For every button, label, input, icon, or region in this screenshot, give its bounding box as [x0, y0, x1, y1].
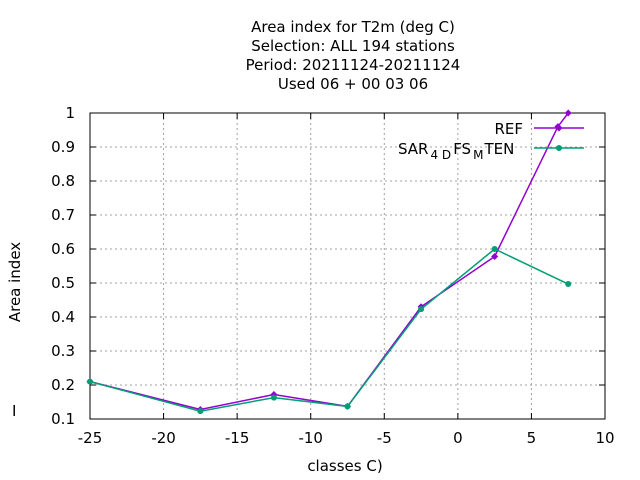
data-point-sar	[197, 408, 204, 415]
y-tick-label: 0.7	[51, 206, 75, 224]
legend-sar-sub2: M	[473, 148, 483, 162]
y-tick-label: 0.8	[51, 172, 75, 190]
y-tick-label: 0.4	[51, 308, 75, 326]
x-tick-label: 10	[595, 429, 614, 447]
legend-ref-marker	[555, 124, 563, 132]
x-tick-label: 0	[453, 429, 463, 447]
chart-title-line-2: Selection: ALL 194 stations	[251, 37, 455, 55]
series-layer	[86, 109, 572, 415]
x-tick-label: -20	[151, 429, 176, 447]
y-tick-label: 0.9	[51, 138, 75, 156]
x-tick-label: -10	[298, 429, 323, 447]
series-line-sar	[89, 248, 569, 412]
data-point-sar	[87, 378, 93, 385]
data-point-sar	[491, 246, 498, 252]
y-tick-label: 0.1	[51, 410, 75, 428]
y-tick-label: 0.2	[51, 376, 75, 394]
y-axis-label: Area index	[6, 242, 24, 322]
x-tick-label: 5	[527, 429, 537, 447]
legend-sar-end: TEN	[483, 140, 514, 158]
chart-title-line-4: Used 06 + 00 03 06	[277, 75, 429, 93]
plot-frame	[89, 112, 606, 420]
chart-title-line-3: Period: 20211124-20211124	[245, 56, 461, 74]
y-tick-label: 1	[65, 104, 75, 122]
legend-sar-main: SAR	[398, 140, 428, 158]
data-point-sar	[270, 394, 277, 401]
x-tick-label: -25	[78, 429, 103, 447]
axis-ticks: -25 -20 -15 -10 -5 0 5 10 0.1 0.2 0.3 0.4 0.5 0.6 0.7 0…	[51, 104, 614, 447]
legend-sar-marker	[556, 145, 562, 151]
data-point-sar	[565, 281, 572, 288]
data-point-sar	[344, 403, 351, 410]
legend-sar-label: SAR 4 D FS MTEN	[398, 140, 514, 162]
chart-title-line-1: Area index for T2m (deg C)	[251, 18, 455, 36]
legend: REF SAR 4 D FS MTEN	[398, 120, 584, 162]
side-mark: I	[12, 402, 16, 420]
y-tick-label: 0.5	[51, 274, 75, 292]
data-point-sar	[418, 306, 425, 313]
grid	[90, 113, 605, 419]
legend-sar-sub1: 4 D	[430, 148, 451, 162]
x-axis-label: classes C)	[307, 457, 382, 475]
y-tick-label: 0.6	[51, 240, 75, 258]
y-tick-label: 0.3	[51, 342, 75, 360]
data-point-ref	[564, 109, 572, 117]
x-tick-label: -5	[377, 429, 392, 447]
data-point-ref	[491, 252, 499, 260]
x-tick-label: -15	[225, 429, 250, 447]
legend-sar-mid: FS	[453, 140, 471, 158]
legend-ref-label: REF	[494, 120, 523, 138]
